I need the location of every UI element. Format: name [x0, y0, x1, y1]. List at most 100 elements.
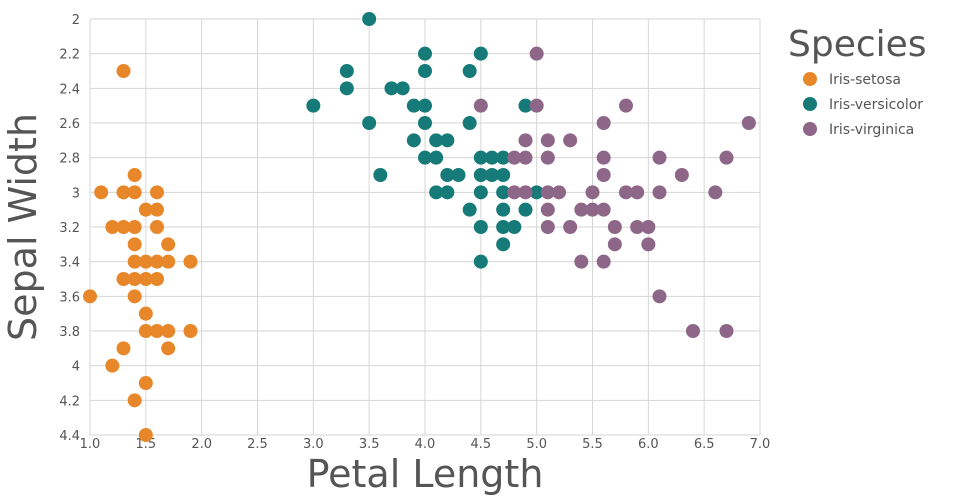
data-point	[440, 185, 455, 200]
data-point	[150, 324, 164, 338]
data-point	[83, 289, 97, 304]
data-point	[596, 168, 611, 182]
data-point	[138, 428, 153, 442]
data-point	[161, 237, 176, 252]
data-point	[507, 220, 522, 234]
legend-label: Iris-virginica	[829, 122, 914, 138]
data-point	[674, 168, 689, 182]
data-point	[496, 237, 511, 252]
y-tick-label: 2.2	[59, 48, 80, 63]
data-point	[161, 341, 176, 356]
data-point	[150, 272, 164, 286]
data-point	[418, 150, 432, 165]
data-point	[418, 46, 432, 61]
data-point	[429, 185, 444, 200]
data-point	[395, 81, 410, 96]
data-point	[105, 358, 120, 373]
y-tick-label: 3.4	[59, 256, 80, 271]
y-tick-label: 2	[72, 13, 80, 28]
data-point	[708, 185, 723, 200]
legend-marker	[803, 97, 817, 111]
data-point	[138, 202, 153, 217]
data-points	[83, 12, 756, 442]
data-point	[540, 150, 555, 165]
data-point	[150, 185, 164, 200]
data-point	[496, 220, 511, 234]
data-point	[473, 98, 488, 113]
data-point	[127, 168, 142, 182]
data-point	[183, 324, 198, 338]
data-point	[741, 116, 756, 130]
data-point	[161, 324, 176, 338]
data-point	[138, 324, 153, 338]
data-point	[339, 81, 354, 96]
data-point	[518, 133, 533, 148]
data-point	[373, 168, 388, 182]
data-point	[619, 185, 633, 200]
data-point	[127, 272, 142, 286]
y-tick-label: 4	[72, 360, 80, 375]
data-point	[150, 220, 164, 234]
data-point	[652, 185, 667, 200]
data-point	[585, 202, 600, 217]
data-point	[641, 237, 656, 252]
data-point	[473, 46, 488, 61]
x-tick-label: 3.0	[303, 437, 324, 452]
data-point	[116, 220, 131, 234]
y-tick-label: 4.2	[59, 394, 80, 409]
data-point	[418, 98, 432, 113]
data-point	[563, 133, 578, 148]
data-point	[362, 116, 377, 130]
grid	[89, 18, 761, 436]
data-point	[116, 272, 131, 286]
data-point	[440, 133, 455, 148]
x-tick-label: 6.0	[638, 437, 659, 452]
x-tick-label: 2.5	[247, 437, 268, 452]
data-point	[686, 324, 700, 338]
data-point	[150, 254, 164, 269]
x-tick-label: 2.0	[191, 437, 212, 452]
data-point	[362, 12, 377, 26]
series-iris-versicolor	[306, 12, 544, 269]
data-point	[485, 168, 499, 182]
data-point	[574, 202, 589, 217]
data-point	[507, 185, 522, 200]
y-axis-ticks: 2 2.2 2.4 2.6 2.8 3 3.2 3.4 3.6 3.8 4 4.2 4.4	[59, 13, 80, 444]
data-point	[138, 306, 153, 321]
y-tick-label: 2.4	[59, 82, 80, 97]
data-point	[440, 168, 455, 182]
legend-items: Iris-setosa Iris-versicolor Iris-virginica	[803, 72, 923, 138]
data-point	[406, 133, 421, 148]
data-point	[529, 46, 544, 61]
data-point	[518, 150, 533, 165]
data-point	[127, 220, 142, 234]
x-axis-ticks: 1.0 1.5 2.0 2.5 3.0 3.5 4.0 4.5 5.0 5.5 6.0 6.5 7.0	[80, 437, 771, 452]
data-point	[138, 254, 153, 269]
data-point	[183, 254, 198, 269]
data-point	[596, 202, 611, 217]
data-point	[473, 150, 488, 165]
legend: Species Iris-setosa Iris-versicolor Iris-v…	[788, 24, 927, 138]
y-tick-label: 3	[72, 186, 80, 201]
y-tick-label: 3.2	[59, 221, 80, 236]
data-point	[127, 254, 142, 269]
data-point	[596, 254, 611, 269]
data-point	[574, 254, 589, 269]
data-point	[652, 150, 667, 165]
data-point	[116, 64, 131, 78]
data-point	[518, 202, 533, 217]
legend-marker	[803, 72, 817, 86]
data-point	[496, 202, 511, 217]
data-point	[518, 98, 533, 113]
x-tick-label: 1.5	[135, 437, 156, 452]
data-point	[507, 150, 522, 165]
data-point	[473, 185, 488, 200]
data-point	[116, 185, 131, 200]
data-point	[607, 237, 622, 252]
legend-label: Iris-setosa	[829, 72, 901, 88]
data-point	[429, 133, 444, 148]
data-point	[473, 168, 488, 182]
x-tick-label: 6.5	[694, 437, 715, 452]
data-point	[552, 185, 566, 200]
